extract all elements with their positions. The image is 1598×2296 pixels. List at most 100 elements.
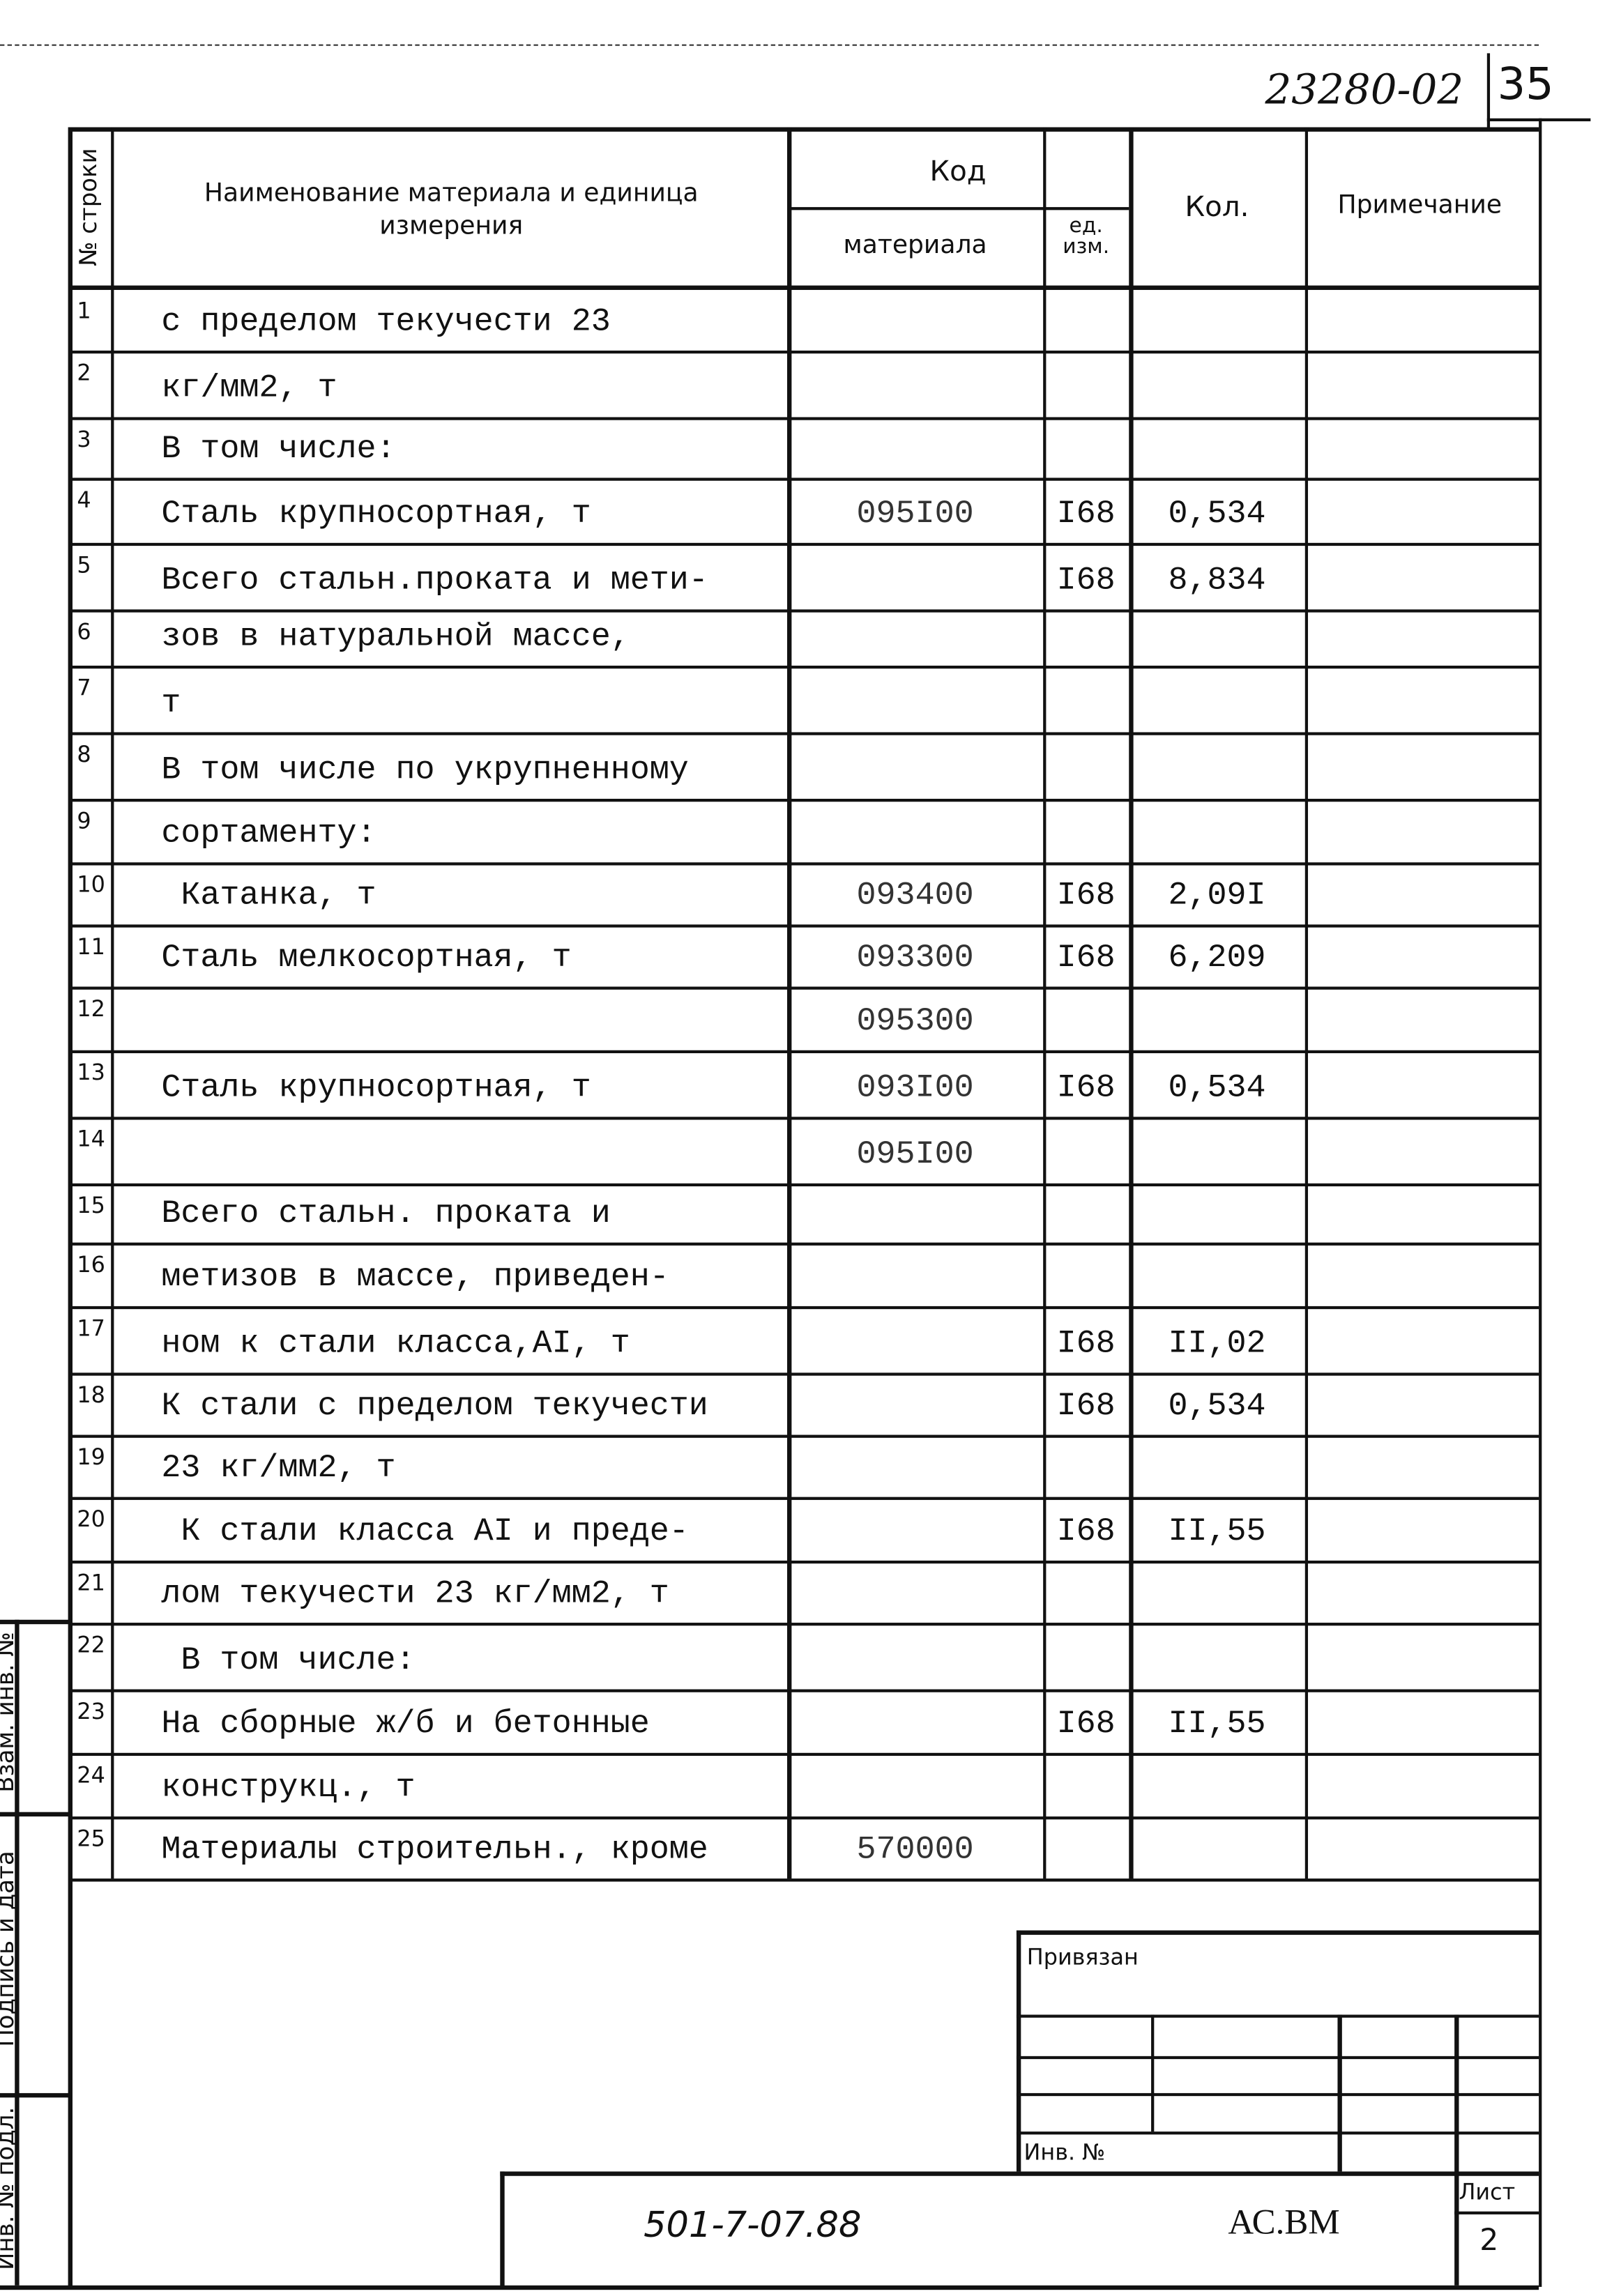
row-number: 1 — [77, 297, 91, 324]
table-row: 7 т — [70, 666, 1539, 732]
row-number: 5 — [77, 551, 91, 579]
unit-code: I68 — [1056, 1513, 1116, 1551]
material-code: 093300 — [856, 939, 974, 977]
quantity: 8,834 — [1168, 562, 1266, 599]
row-number: 23 — [77, 1698, 105, 1725]
row-number: 12 — [77, 995, 105, 1023]
unit-code: I68 — [1056, 1069, 1116, 1107]
sheet-value: 2 — [1479, 2221, 1499, 2258]
quantity: II,55 — [1168, 1705, 1266, 1743]
table-row: 14 095I00 — [70, 1117, 1539, 1183]
stamp-signature-date: Подпись и дата — [0, 1851, 20, 2047]
material-name: конструкц., т — [161, 1769, 416, 1807]
quantity: II,55 — [1168, 1513, 1266, 1551]
linked-label: Привязан — [1026, 1943, 1139, 1970]
header-note: Примечание — [1337, 190, 1502, 221]
material-name: с пределом текучести 23 — [161, 303, 611, 341]
row-number: 10 — [77, 871, 105, 898]
table-row: 8 В том числе по укрупненному — [70, 732, 1539, 798]
material-name: зов в натуральной массе, — [161, 618, 630, 656]
unit-code: I68 — [1056, 939, 1116, 977]
row-number: 20 — [77, 1506, 105, 1533]
row-number: 9 — [77, 807, 91, 834]
row-number: 16 — [77, 1251, 105, 1278]
table-row: 5 Всего стальн.проката и мети- I68 8,834 — [70, 543, 1539, 609]
material-name: 23 кг/мм2, т — [161, 1449, 396, 1487]
row-number: 25 — [77, 1825, 105, 1852]
material-name: На сборные ж/б и бетонные — [161, 1705, 650, 1743]
material-name: лом текучести 23 кг/мм2, т — [161, 1575, 669, 1613]
material-name: К стали с пределом текучести — [161, 1387, 708, 1425]
material-code: 570000 — [856, 1831, 974, 1869]
table-row: 21 лом текучести 23 кг/мм2, т — [70, 1561, 1539, 1623]
table-row: 1 с пределом текучести 23 — [70, 289, 1539, 351]
material-name: т — [161, 684, 181, 722]
unit-code: I68 — [1056, 1705, 1116, 1743]
row-number: 4 — [77, 487, 91, 514]
table-row: 2 кг/мм2, т — [70, 351, 1539, 417]
table-row: 4 Сталь крупносортная, т 095I00 I68 0,53… — [70, 477, 1539, 542]
header-code: Код — [929, 155, 987, 188]
material-code: 093400 — [856, 877, 974, 914]
right-frame — [1539, 118, 1542, 2287]
quantity: 2,09I — [1168, 877, 1266, 914]
unit-code: I68 — [1056, 1387, 1116, 1425]
row-number: 17 — [77, 1315, 105, 1342]
row-number: 24 — [77, 1761, 105, 1789]
table-row: 22 В том числе: — [70, 1623, 1539, 1689]
header-row-no: № строки — [74, 148, 102, 266]
unit-code: I68 — [1056, 877, 1116, 914]
row-number: 8 — [77, 741, 91, 768]
material-code: 095300 — [856, 1002, 974, 1040]
stamp-replaced-inv: Взам. инв. № — [0, 1632, 20, 1793]
row-number: 11 — [77, 933, 105, 961]
table-row: 15 Всего стальн. проката и — [70, 1184, 1539, 1243]
unit-code: I68 — [1056, 495, 1116, 533]
table-row: 20 К стали класса АI и преде- I68 II,55 — [70, 1497, 1539, 1561]
table-row: 24 конструкц., т — [70, 1753, 1539, 1816]
material-name: ном к стали класса,АI, т — [161, 1325, 630, 1363]
table-row: 6 зов в натуральной массе, — [70, 609, 1539, 666]
sheet-label: Лист — [1459, 2179, 1516, 2206]
material-name: Всего стальн.проката и мети- — [161, 562, 708, 599]
table-row: 19 23 кг/мм2, т — [70, 1435, 1539, 1497]
table-row: 11 Сталь мелкосортная, т 093300 I68 6,20… — [70, 924, 1539, 986]
row-number: 13 — [77, 1059, 105, 1086]
table-row: 9 сортаменту: — [70, 799, 1539, 862]
inv-no-label: Инв. № — [1024, 2138, 1106, 2166]
doc-mark: АС.ВМ — [1228, 2204, 1340, 2243]
material-name: Сталь крупносортная, т — [161, 495, 591, 533]
row-number: 2 — [77, 359, 91, 386]
row-number: 3 — [77, 426, 91, 453]
material-name: Сталь крупносортная, т — [161, 1069, 591, 1107]
table-row: 12 095300 — [70, 987, 1539, 1050]
page-number-divider — [1486, 53, 1491, 128]
material-name: В том числе: — [161, 430, 396, 468]
header-code-unit: ед. изм. — [1063, 214, 1110, 259]
header-code-material: материала — [843, 231, 987, 261]
material-name: Материалы строительн., кроме — [161, 1831, 708, 1869]
table-row: 18 К стали с пределом текучести I68 0,53… — [70, 1372, 1539, 1434]
material-name: В том числе: — [161, 1641, 416, 1679]
table-row: 17 ном к стали класса,АI, т I68 II,02 — [70, 1306, 1539, 1372]
page-number: 35 — [1497, 59, 1554, 112]
table-row: 16 метизов в массе, приведен- — [70, 1243, 1539, 1306]
doc-code: 23280-02 — [1265, 65, 1464, 114]
table-row: 13 Сталь крупносортная, т 093I00 I68 0,5… — [70, 1050, 1539, 1117]
row-number: 6 — [77, 618, 91, 645]
quantity: 0,534 — [1168, 1387, 1266, 1425]
row-number: 15 — [77, 1192, 105, 1219]
material-name: сортаменту: — [161, 815, 376, 852]
table-row: 23 На сборные ж/б и бетонные I68 II,55 — [70, 1690, 1539, 1753]
material-name: кг/мм2, т — [161, 369, 337, 407]
header-name: Наименование материала и единица измерен… — [204, 178, 699, 242]
unit-code: I68 — [1056, 1325, 1116, 1363]
material-name: К стали класса АI и преде- — [161, 1513, 689, 1551]
row-number: 19 — [77, 1444, 105, 1471]
material-code: 095I00 — [856, 1135, 974, 1173]
stamp-inv-original: Инв. № подл. — [0, 2106, 20, 2270]
top-border — [0, 44, 1539, 46]
project-code: 501-7-07.88 — [644, 2204, 862, 2246]
material-name: Всего стальн. проката и — [161, 1195, 611, 1232]
row-number: 18 — [77, 1382, 105, 1409]
